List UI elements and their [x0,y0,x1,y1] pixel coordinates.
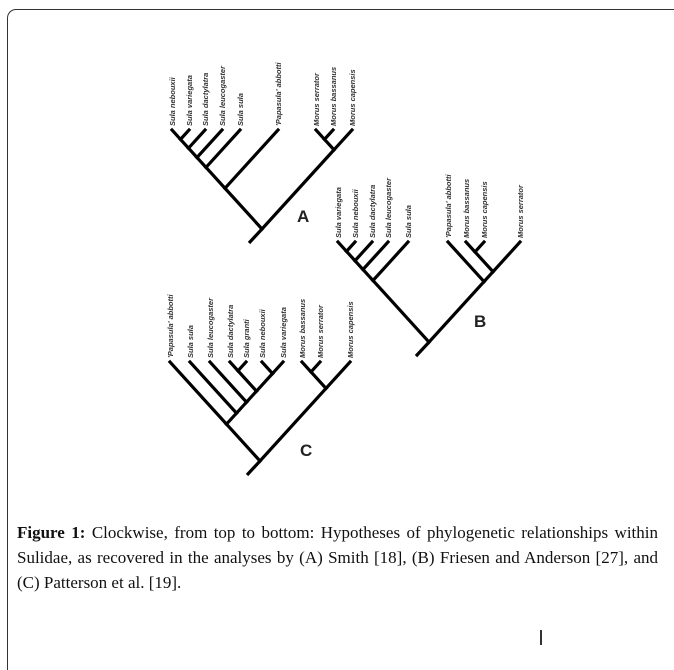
branch [463,239,478,255]
root-stem [414,341,431,358]
branch [352,239,375,263]
figure: Sula nebouxii Sula variegata Sula dactylat… [166,62,525,477]
branch [472,239,487,255]
branch [313,127,327,142]
branch [308,369,329,391]
branch [235,368,259,394]
branch [331,127,355,153]
branch [186,145,200,160]
branch [222,186,265,232]
branch [481,269,496,284]
root-stem [247,227,264,245]
panel-letter: C [300,441,312,460]
branch [308,359,323,375]
branch [222,127,281,191]
branch [445,239,487,284]
taxon-label: Morus bassanus [462,179,471,238]
branch [323,359,353,391]
branch [207,359,249,405]
caption: Figure 1: Clockwise, from top to bottom:… [17,520,658,595]
branch [299,359,314,375]
taxon-label: Sula variegata [185,75,194,126]
taxon-label: 'Papasula' abbotti [274,62,283,126]
taxon-label: Sula sula [236,93,245,126]
branch [169,127,183,142]
branch [344,249,358,263]
taxon-label: Sula leucogaster [218,65,227,126]
taxon-label: Sula dactylatra [226,305,235,358]
taxon-label: 'Papasula' abbotti [444,174,453,238]
taxon-label: 'Papasula' abbotti [166,294,175,358]
taxon-label: Sula granti [242,318,251,358]
taxon-label: Morus serrator [312,72,321,126]
taxon-label: Morus serrator [516,184,525,238]
branch [370,278,432,345]
branch [194,155,209,170]
branch [322,137,337,153]
taxon-label: Sula dactylatra [201,73,210,126]
branch [254,371,275,394]
branch [167,359,229,427]
taxon-label: Morus capensis [480,181,489,238]
panel-letter: B [474,312,486,331]
branch [352,258,366,272]
branch [490,239,523,274]
taxon-label: Sula sula [404,205,413,238]
taxon-label: Sula nebouxii [351,188,360,238]
caption-label: Figure 1: [17,523,86,542]
taxon-label: Sula nebouxii [168,76,177,126]
taxon-label: Sula nebouxii [258,308,267,358]
branch [244,388,259,405]
taxon-label: Sula leucogaster [384,177,393,238]
taxon-label: Morus bassanus [298,299,307,358]
taxon-label: Morus capensis [346,301,355,358]
branch [203,127,243,170]
taxon-label: Sula leucogaster [206,297,215,358]
taxon-label: Sula sula [186,325,195,358]
branch [178,127,192,142]
taxon-label: Morus bassanus [329,67,338,126]
branch [426,279,487,345]
branch [259,147,337,232]
root-stem [245,459,262,477]
frame-edge [540,630,542,645]
branch [194,127,225,160]
taxon-label: Sula variegata [334,187,343,238]
taxon-label: Sula dactylatra [368,185,377,238]
taxon-label: Morus capensis [348,69,357,126]
branch [224,421,263,464]
branch [270,359,286,376]
taxon-label: Morus serrator [316,304,325,358]
branch [335,239,349,254]
caption-text: Clockwise, from top to bottom: Hypothese… [17,523,658,592]
branch [259,359,275,376]
taxon-label: Sula variegata [279,307,288,358]
branch [178,137,191,151]
panel-letter: A [297,207,309,226]
branch [235,359,249,374]
branch [344,239,358,254]
page: Sula nebouxii Sula variegata Sula dactylat… [7,9,674,670]
branch [187,359,239,416]
branch [360,239,391,272]
branch [322,127,336,142]
frame [7,9,674,670]
branch [472,249,496,274]
branch [360,267,376,283]
branch [370,239,411,283]
branch [186,127,208,151]
branch [224,410,239,427]
branch [203,165,228,191]
branch [227,359,241,374]
branch [257,386,329,464]
branch [234,399,249,416]
